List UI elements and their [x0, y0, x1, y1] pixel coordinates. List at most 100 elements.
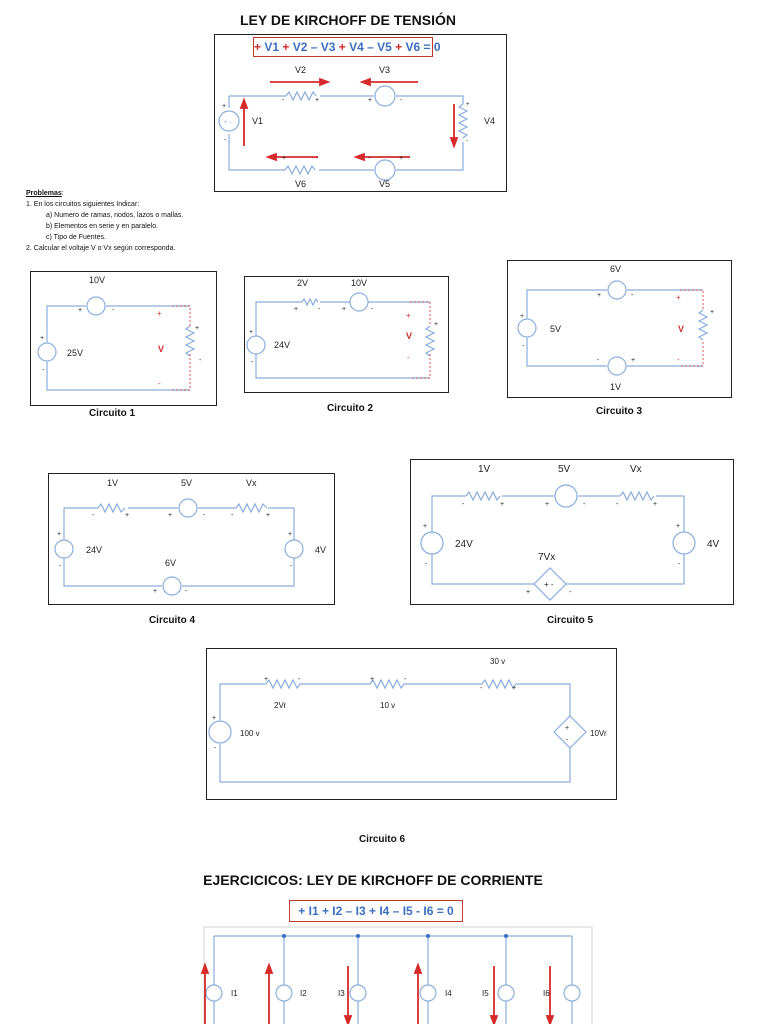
- kvl-equation-term: V2: [292, 40, 311, 54]
- svg-text:-: -: [318, 306, 321, 313]
- svg-text:+: +: [40, 335, 44, 342]
- kvl-equation-term: V3: [320, 40, 339, 54]
- svg-text:+ -: + -: [544, 580, 554, 589]
- svg-text:-: -: [298, 676, 301, 683]
- circuit-2-caption: Circuito 2: [326, 403, 374, 414]
- svg-text:-: -: [231, 512, 234, 519]
- c4-src-6v: [162, 576, 182, 596]
- svg-text:-: -: [42, 367, 45, 374]
- c3-label-1v: 1V: [610, 382, 621, 392]
- svg-text:-: -: [466, 138, 468, 144]
- kvl-equation-term: –: [310, 40, 321, 54]
- kvl-equation-term: –: [367, 40, 378, 54]
- svg-text:-: -: [678, 561, 681, 568]
- svg-text:-: -: [616, 501, 619, 508]
- c4-r-vx: [235, 502, 268, 514]
- kcl-src-i5: [497, 984, 515, 1002]
- c4-src-5v: [178, 498, 198, 518]
- svg-text:+: +: [282, 155, 286, 162]
- svg-text:-: -: [677, 355, 680, 364]
- problems-heading: Problemas: [26, 190, 62, 197]
- kcl-src-i3: [349, 984, 367, 1002]
- kvl-title: LEY DE KIRCHOFF DE TENSIÓN: [240, 12, 456, 28]
- svg-text:-: -: [224, 137, 227, 144]
- svg-text:-: -: [290, 563, 293, 570]
- c6-label-30v: 30 v: [490, 657, 505, 666]
- svg-text:-: -: [316, 155, 319, 162]
- c3-resistor: [697, 309, 709, 341]
- problem-1c: c) Tipo de Fuentes.: [46, 234, 106, 241]
- problem-1a: a) Numero de ramas, nodos, lazos o malla…: [46, 212, 184, 219]
- svg-text:-: -: [404, 676, 407, 683]
- c1-src-25v: [37, 342, 57, 362]
- problem-2: 2. Calcular el voltaje V o Vx según corr…: [26, 245, 176, 252]
- svg-text:+: +: [125, 512, 129, 519]
- svg-text:+: +: [266, 512, 270, 519]
- kcl-equation: + I1 + I2 – I3 + I4 – I5 - I6 = 0: [289, 900, 463, 922]
- c1-label-25v: 25V: [67, 348, 83, 358]
- c5-src-5v: [554, 484, 578, 508]
- svg-text:+: +: [57, 531, 61, 538]
- kvl-src-v5: [374, 159, 396, 181]
- svg-text:+: +: [153, 588, 157, 595]
- problem-1b: b) Elementos en serie y en paralelo.: [46, 223, 159, 230]
- svg-text:+: +: [565, 725, 569, 732]
- c6-label-10v: 10 v: [380, 701, 395, 710]
- kvl-equation-term: +: [282, 40, 293, 54]
- svg-text:-: -: [371, 306, 374, 313]
- svg-text:+: +: [222, 103, 226, 110]
- circuit-2-figure: [244, 276, 449, 393]
- svg-text:+: +: [78, 307, 82, 314]
- kvl-equation-term: V6 = 0: [405, 40, 441, 54]
- kcl-src-i2: [275, 984, 293, 1002]
- c6-r-2vr: [265, 678, 301, 690]
- svg-text:+: +: [526, 589, 530, 596]
- svg-text:-: -: [203, 512, 206, 519]
- svg-text:+: +: [710, 309, 714, 316]
- svg-text:+: +: [370, 676, 374, 683]
- c6-dep-source: [553, 715, 587, 749]
- kvl-src-v1: [218, 110, 240, 132]
- circuit-3-caption: Circuito 3: [595, 406, 643, 417]
- kcl-title: EJERCICICOS: LEY DE KIRCHOFF DE CORRIENT…: [203, 872, 543, 888]
- c4-label-24v: 24V: [86, 545, 102, 555]
- svg-text:-: -: [112, 307, 115, 314]
- kvl-src-v3: [374, 85, 396, 107]
- svg-text:-: -: [185, 588, 188, 595]
- circuit-4-caption: Circuito 4: [148, 615, 196, 626]
- c1-label-v: V: [158, 344, 164, 354]
- svg-text:+: +: [500, 501, 504, 508]
- kcl-label-i1: I1: [231, 989, 238, 998]
- svg-text:-: -: [158, 379, 161, 388]
- svg-text:-: -: [400, 97, 403, 104]
- c5-label-vx: Vx: [630, 464, 642, 475]
- circuit-6-figure: [206, 648, 617, 800]
- kcl-label-i5: I5: [482, 989, 489, 998]
- svg-text:-: -: [251, 359, 254, 366]
- svg-text:+: +: [597, 292, 601, 299]
- c5-label-7vx: 7Vx: [538, 552, 555, 563]
- c5-label-4v: 4V: [707, 539, 720, 550]
- c2-label-10v: 10V: [351, 278, 367, 288]
- svg-text:+: +: [545, 501, 549, 508]
- c3-label-v: V: [678, 324, 684, 334]
- problem-1: 1. En los circuitos siguientes Indicar:: [26, 201, 140, 208]
- c4-label-5v: 5V: [181, 478, 192, 488]
- c5-src-24v: [420, 531, 444, 555]
- svg-text:-: -: [569, 589, 572, 596]
- svg-text:-: -: [480, 685, 483, 692]
- kvl-r-v4: [457, 103, 469, 139]
- c5-src-4v: [672, 531, 696, 555]
- svg-text:+: +: [406, 311, 411, 320]
- kvl-r-v2: [285, 90, 317, 102]
- c2-resistor: [424, 325, 436, 357]
- svg-text:+: +: [368, 97, 372, 104]
- c6-r-10v: [369, 678, 405, 690]
- kcl-label-i2: I2: [300, 989, 307, 998]
- kvl-label-v1: V1: [252, 116, 263, 126]
- svg-text:+: +: [294, 306, 298, 313]
- c6-label-10vr: 10Vr: [590, 729, 607, 738]
